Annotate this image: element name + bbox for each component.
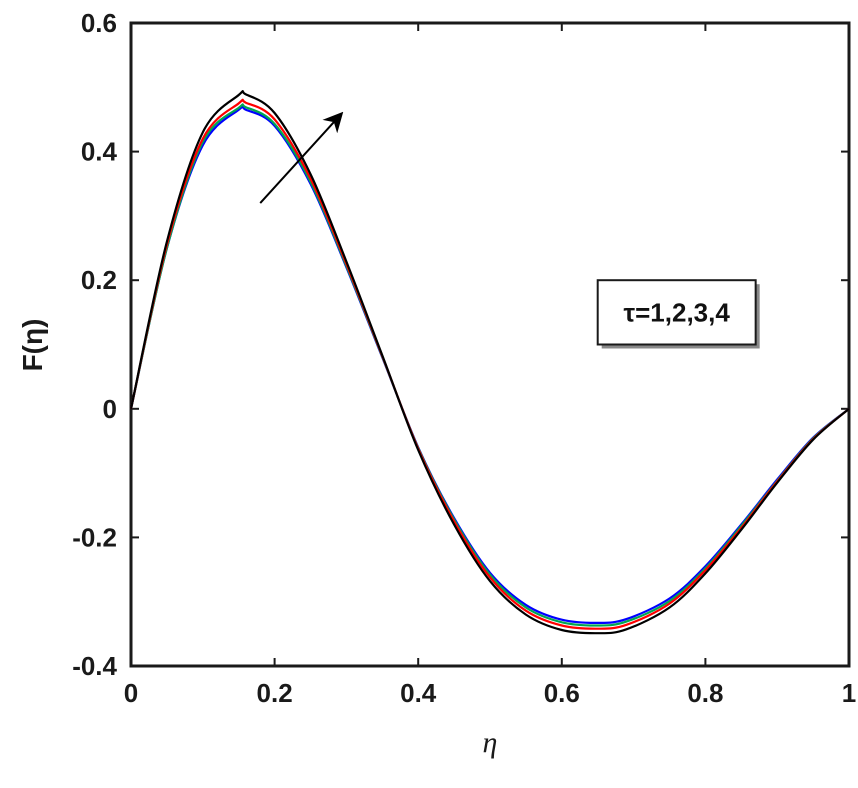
y-axis-label: F(η) (17, 319, 48, 372)
series-line-3 (129, 98, 850, 630)
series-line-4 (129, 90, 850, 635)
y-tick-label: 0.6 (81, 8, 117, 38)
series-lines (129, 90, 850, 635)
y-tick-label: 0.4 (81, 137, 118, 167)
y-tick-label: -0.4 (72, 651, 117, 681)
y-tick-label: -0.2 (72, 522, 117, 552)
y-tick-label: 0 (103, 394, 117, 424)
x-tick-label: 0 (124, 678, 138, 708)
y-tick-label: 0.2 (81, 265, 117, 295)
x-axis-label: η (483, 726, 498, 759)
x-tick-labels: 0 0.2 0.4 0.6 0.8 1 (124, 678, 856, 708)
x-tick-label: 1 (842, 678, 856, 708)
legend-box (596, 279, 757, 346)
ticks (130, 22, 850, 667)
x-tick-label: 0.6 (544, 678, 580, 708)
x-tick-label: 0.8 (687, 678, 723, 708)
legend: τ=1,2,3,4 (596, 279, 760, 349)
trend-arrow (259, 111, 344, 204)
x-tick-label: 0.2 (257, 678, 293, 708)
x-tick-label: 0.4 (400, 678, 437, 708)
legend-text: τ=1,2,3,4 (624, 297, 731, 327)
y-tick-labels: -0.4 -0.2 0 0.2 0.4 0.6 (72, 8, 117, 681)
